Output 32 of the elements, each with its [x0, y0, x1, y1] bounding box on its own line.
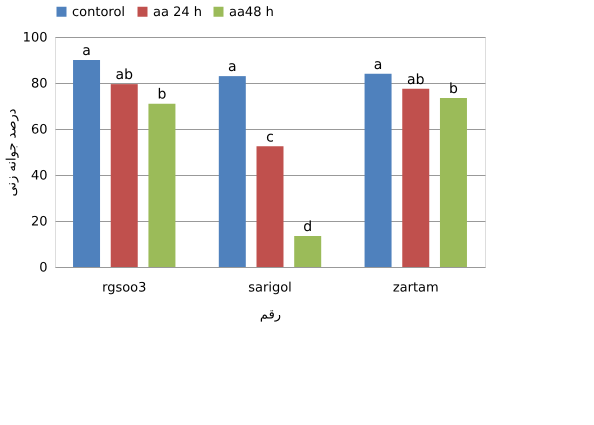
bar — [364, 74, 392, 267]
y-tick-label: 100 — [22, 30, 48, 46]
y-tick-label: 0 — [39, 260, 48, 276]
y-tick-label: 40 — [30, 168, 48, 184]
bar — [256, 146, 284, 267]
bar — [294, 236, 322, 267]
data-label: c — [266, 129, 274, 146]
bar — [110, 84, 138, 267]
data-label: b — [157, 86, 166, 103]
data-label: ab — [407, 72, 425, 88]
y-tick-label: 80 — [30, 76, 48, 92]
bar — [148, 104, 176, 267]
data-label: a — [374, 56, 382, 73]
data-label: d — [303, 218, 312, 235]
bar — [440, 98, 467, 267]
y-tick-label: 20 — [30, 214, 48, 230]
x-tick-label: sarigol — [248, 280, 292, 296]
data-label: b — [449, 80, 458, 97]
bar — [73, 60, 100, 267]
bar — [218, 76, 246, 267]
legend-label: aa 24 h — [153, 4, 202, 20]
legend-label: aa48 h — [229, 4, 274, 20]
data-label: ab — [116, 67, 134, 84]
data-label: a — [228, 59, 237, 76]
data-label: a — [82, 43, 91, 59]
y-tick-label: 60 — [30, 122, 48, 138]
y-axis-title: درصد جوانه زنی — [4, 108, 20, 196]
x-tick-label: rgsoo3 — [102, 280, 146, 296]
bar — [402, 88, 430, 267]
x-tick-label: zartam — [392, 280, 439, 296]
x-axis-title: رقم — [260, 308, 282, 322]
legend-label: contorol — [72, 4, 126, 20]
